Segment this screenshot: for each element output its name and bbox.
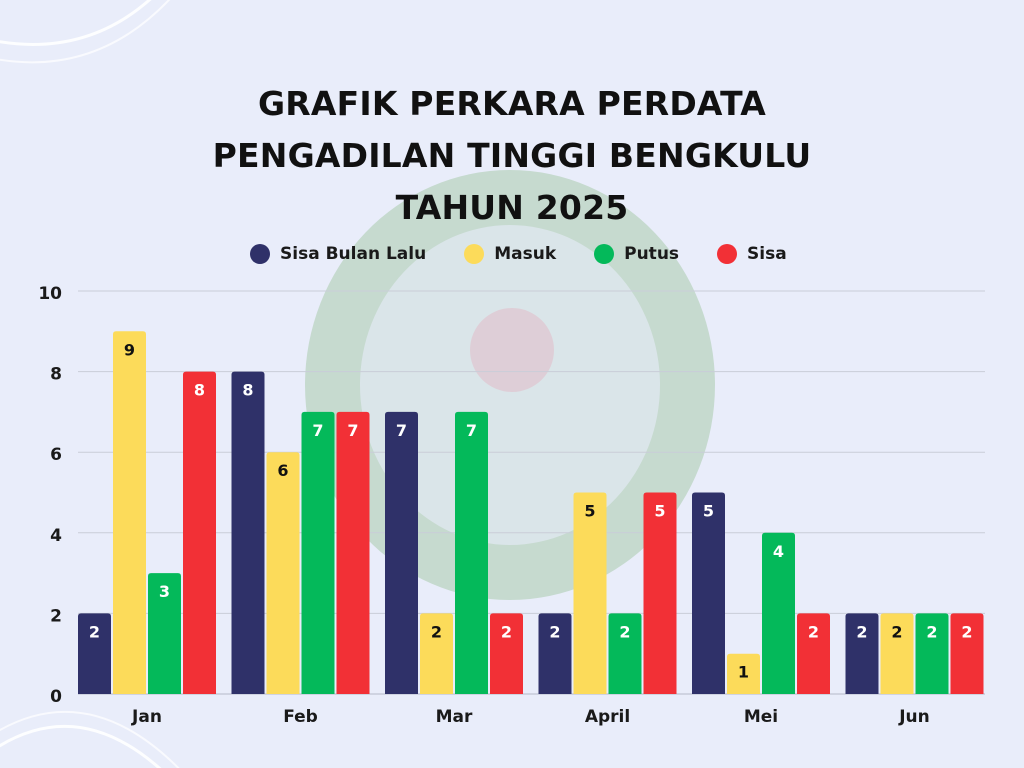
bar (643, 492, 677, 694)
bar (490, 613, 523, 694)
bar (950, 613, 984, 694)
legend-swatch (594, 244, 615, 264)
data-label: 2 (961, 622, 972, 641)
legend-label: Sisa (747, 244, 787, 264)
y-tick-label: 10 (38, 284, 62, 304)
data-label: 2 (501, 622, 512, 641)
data-label: 8 (194, 381, 205, 400)
legend-swatch (464, 244, 485, 264)
data-label: 2 (856, 622, 867, 641)
chart-legend: Sisa Bulan Lalu Masuk Putus Sisa (250, 240, 787, 268)
data-label: 2 (926, 622, 937, 641)
x-tick-label: Mar (436, 707, 473, 727)
data-label: 8 (242, 381, 253, 400)
bar (538, 613, 572, 694)
bar (762, 532, 795, 694)
data-label: 7 (312, 421, 323, 440)
legend-swatch (717, 244, 738, 264)
chart-title: GRAFIK PERKARA PERDATA PENGADILAN TINGGI… (0, 78, 1024, 234)
bar (915, 613, 949, 694)
legend-item-masuk: Masuk (464, 244, 556, 264)
y-tick-label: 0 (50, 687, 62, 707)
bar (266, 452, 300, 694)
data-label: 4 (773, 542, 784, 561)
data-label: 2 (891, 622, 902, 641)
bar (845, 613, 879, 694)
x-tick-label: Jun (898, 707, 930, 727)
y-tick-label: 8 (50, 365, 62, 385)
bar (797, 613, 830, 694)
y-tick-label: 4 (50, 526, 62, 546)
legend-label: Putus (624, 244, 680, 264)
title-line-1: GRAFIK PERKARA PERDATA (257, 84, 766, 123)
bar (113, 331, 146, 694)
data-label: 7 (466, 421, 477, 440)
y-tick-label: 6 (50, 445, 62, 465)
data-label: 5 (703, 502, 714, 521)
bar (880, 613, 914, 694)
legend-item-sisa: Sisa (717, 244, 787, 264)
data-label: 2 (431, 622, 442, 641)
data-label: 9 (124, 340, 135, 359)
data-label: 2 (619, 622, 630, 641)
data-label: 6 (277, 461, 288, 480)
bar (573, 492, 607, 694)
bar (183, 371, 216, 694)
bar (608, 613, 642, 694)
x-tick-label: Feb (283, 707, 318, 727)
x-tick-label: April (585, 707, 630, 727)
data-label: 1 (738, 663, 749, 682)
bar (727, 653, 760, 694)
title-line-3: TAHUN 2025 (395, 188, 629, 227)
legend-label: Sisa Bulan Lalu (280, 244, 427, 264)
bar (455, 411, 488, 694)
data-label: 5 (654, 502, 665, 521)
legend-item-putus: Putus (594, 244, 679, 264)
legend-swatch (250, 244, 270, 264)
data-label: 2 (808, 622, 819, 641)
bar (692, 492, 725, 694)
bar (148, 573, 181, 694)
legend-label: Masuk (494, 244, 557, 264)
data-label: 2 (89, 622, 100, 641)
data-label: 3 (159, 582, 170, 601)
bar (385, 411, 418, 694)
data-label: 7 (347, 421, 358, 440)
bar (78, 613, 111, 694)
data-label: 2 (549, 622, 560, 641)
y-tick-label: 2 (50, 606, 62, 626)
data-label: 7 (396, 421, 407, 440)
bar (301, 411, 335, 694)
bar (336, 411, 370, 694)
legend-item-sisa-bulan-lalu: Sisa Bulan Lalu (250, 244, 426, 264)
bar (420, 613, 453, 694)
x-tick-label: Mei (744, 707, 778, 727)
bar (231, 371, 265, 694)
data-label: 5 (584, 502, 595, 521)
x-tick-label: Jan (131, 707, 162, 727)
title-line-2: PENGADILAN TINGGI BENGKULU (212, 136, 812, 175)
